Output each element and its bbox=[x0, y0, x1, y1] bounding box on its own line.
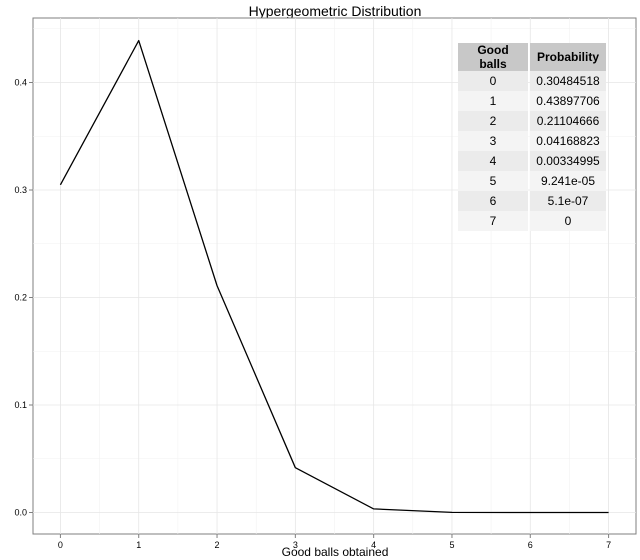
y-tick-label: 0.2 bbox=[14, 293, 27, 303]
x-tick-label: 2 bbox=[215, 540, 220, 550]
x-tick-label: 1 bbox=[136, 540, 141, 550]
table-cell-good-balls: 2 bbox=[458, 111, 528, 131]
table-cell-good-balls: 1 bbox=[458, 91, 528, 111]
table-row: 4 0.00334995 bbox=[458, 151, 606, 171]
header-probability: Probability bbox=[530, 43, 606, 71]
x-axis-title: Good balls obtained bbox=[282, 545, 389, 559]
table-header-row: Good balls Probability bbox=[458, 43, 606, 71]
table-cell-probability: 0.43897706 bbox=[530, 91, 606, 111]
x-tick-label: 5 bbox=[449, 540, 454, 550]
table-cell-good-balls: 5 bbox=[458, 171, 528, 191]
table-cell-probability: 0.00334995 bbox=[530, 151, 606, 171]
table-row: 1 0.43897706 bbox=[458, 91, 606, 111]
table-cell-probability: 0.21104666 bbox=[530, 111, 606, 131]
header-good-balls: Good balls bbox=[458, 43, 528, 71]
table-cell-good-balls: 7 bbox=[458, 211, 528, 231]
table-cell-probability: 0 bbox=[530, 211, 606, 231]
x-tick-label: 6 bbox=[528, 540, 533, 550]
table-cell-good-balls: 0 bbox=[458, 71, 528, 91]
y-tick-label: 0.0 bbox=[14, 508, 27, 518]
x-tick-label: 0 bbox=[58, 540, 63, 550]
table-row: 5 9.241e-05 bbox=[458, 171, 606, 191]
series-line bbox=[59, 39, 609, 514]
table-row: 0 0.30484518 bbox=[458, 71, 606, 91]
table-cell-probability: 5.1e-07 bbox=[530, 191, 606, 211]
table-cell-probability: 0.04168823 bbox=[530, 131, 606, 151]
x-tick-label: 7 bbox=[606, 540, 611, 550]
table-row: 6 5.1e-07 bbox=[458, 191, 606, 211]
x-tick-label: 3 bbox=[293, 540, 298, 550]
table-cell-good-balls: 6 bbox=[458, 191, 528, 211]
table-cell-probability: 9.241e-05 bbox=[530, 171, 606, 191]
table-cell-probability: 0.30484518 bbox=[530, 71, 606, 91]
chart-title: Hypergeometric Distribution bbox=[249, 3, 422, 19]
y-tick-label: 0.1 bbox=[14, 400, 27, 410]
table-cell-good-balls: 3 bbox=[458, 131, 528, 151]
table-cell-good-balls: 4 bbox=[458, 151, 528, 171]
y-tick-label: 0.3 bbox=[14, 185, 27, 195]
axis-ticks: 0.00.10.20.30.40 1 2 3 4 5 6 7 bbox=[14, 78, 611, 551]
x-tick-label: 4 bbox=[371, 540, 376, 550]
table-row: 3 0.04168823 bbox=[458, 131, 606, 151]
y-tick-label: 0.4 bbox=[14, 78, 27, 88]
probability-table: Good balls Probability 0 0.30484518 1 0.438… bbox=[456, 43, 608, 231]
probability-series bbox=[59, 39, 609, 514]
table-row: 2 0.21104666 bbox=[458, 111, 606, 131]
